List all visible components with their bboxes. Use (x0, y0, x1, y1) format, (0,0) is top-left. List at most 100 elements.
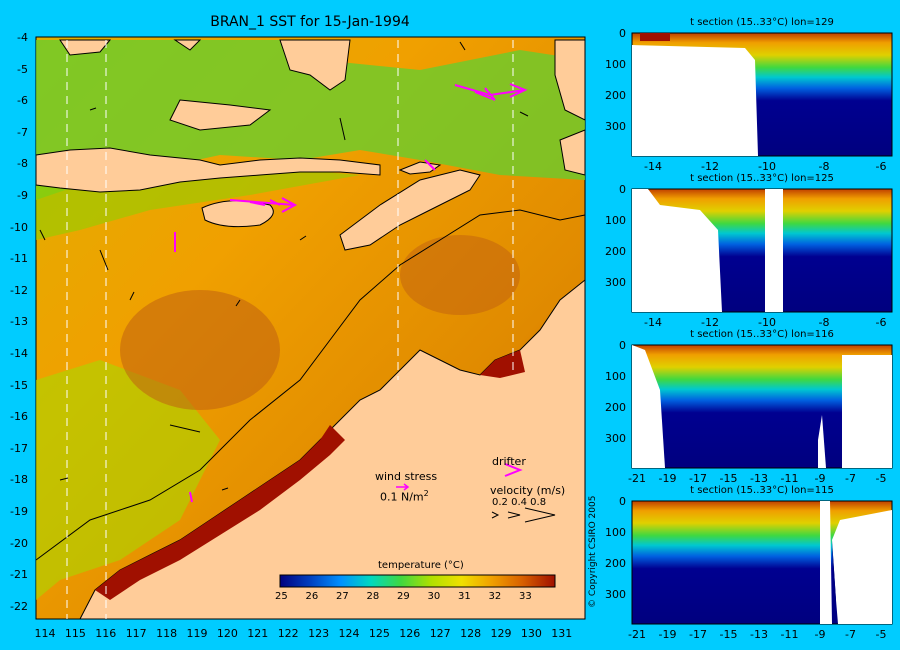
section-lat-label: -13 (750, 472, 768, 485)
lon-tick-label: 127 (429, 627, 451, 640)
lon-tick-label: 126 (399, 627, 421, 640)
section-lat-label: -14 (644, 160, 662, 173)
lat-tick-label: -9 (17, 189, 28, 202)
lon-tick-label: 123 (308, 627, 330, 640)
drifter-label: drifter (492, 455, 526, 468)
section-lat-label: -12 (701, 316, 719, 329)
section-depth-label: 300 (605, 588, 626, 601)
lat-tick-label: -10 (10, 220, 28, 234)
lon-tick-label: 128 (460, 627, 482, 640)
section-lat-label: -17 (689, 628, 707, 641)
section-depth-label: 300 (605, 432, 626, 445)
section-lat-label: -7 (845, 472, 856, 485)
section-lat-label: -7 (845, 628, 856, 641)
wind-stress-legend-icon (396, 483, 410, 491)
lat-tick-label: -7 (17, 125, 28, 139)
section-depth-label: 200 (605, 401, 626, 414)
lon-tick-label: 114 (34, 627, 56, 640)
section-lat-label: -17 (689, 472, 707, 485)
section-lat-label: -5 (875, 472, 887, 485)
section-lat-label: -8 (818, 160, 830, 173)
lon-tick-label: 129 (490, 627, 512, 640)
lat-tick-label: -19 (10, 505, 28, 518)
drifter-legend-icon (504, 463, 523, 477)
section-depth-label: 200 (605, 245, 626, 258)
section-lat-label: -11 (780, 628, 799, 641)
section-title: t section (15..33°C) lon=116 (690, 329, 834, 340)
lon-tick-label: 125 (368, 627, 390, 640)
colorbar (279, 574, 556, 588)
section-lat-label: -11 (780, 472, 799, 485)
section-lat-label: -10 (758, 316, 776, 329)
colorbar-tick-label: 29 (397, 591, 410, 602)
section-lat-label: -19 (658, 628, 677, 641)
section-lat-label: -9 (814, 472, 826, 485)
lat-tick-label: -21 (10, 568, 28, 582)
colorbar-tick-label: 31 (458, 591, 471, 602)
colorbar-tick-label: 28 (366, 591, 380, 602)
section-depth-label: 300 (605, 120, 626, 133)
section-depth-label: 0 (619, 27, 626, 40)
warm-coastal-water (95, 425, 345, 600)
warm-eddy (120, 290, 280, 410)
lon-tick-label: 122 (277, 627, 299, 640)
lon-tick-label: 131 (551, 627, 573, 640)
colorbar-tick-label: 27 (336, 591, 349, 602)
lat-tick-label: -16 (10, 410, 28, 424)
colorbar-tick-label: 33 (519, 591, 532, 602)
section-panel-lon115 (631, 500, 893, 625)
section-lat-label: -6 (875, 160, 887, 173)
lat-tick-label: -22 (10, 599, 28, 613)
section-depth-label: 0 (619, 183, 626, 196)
section-lat-label: -14 (644, 316, 662, 329)
section-depth-label: 100 (605, 526, 626, 539)
lon-tick-label: 121 (247, 627, 269, 640)
section-lat-label: -13 (750, 628, 768, 641)
section-lat-label: -12 (701, 160, 719, 173)
lat-tick-label: -14 (10, 347, 28, 360)
section-panel-lon129 (631, 32, 893, 157)
lat-tick-label: -8 (17, 157, 28, 171)
section-depth-label: 300 (605, 276, 626, 289)
lon-tick-label: 130 (520, 627, 542, 640)
section-lat-label: -15 (719, 628, 738, 641)
lon-tick-label: 120 (216, 627, 238, 640)
section-panel-lon116 (631, 344, 893, 469)
velocity-label: velocity (m/s) (490, 484, 566, 497)
lat-tick-label: -18 (10, 473, 28, 487)
timor-island (339, 169, 481, 251)
section-depth-label: 200 (605, 557, 626, 570)
colorbar-tick-label: 26 (305, 591, 319, 602)
wind-stress-label: wind stress (375, 470, 438, 483)
section-lat-label: -10 (758, 160, 776, 173)
section-lat-label: -5 (875, 628, 887, 641)
lat-tick-label: -6 (17, 94, 28, 108)
section-title: t section (15..33°C) lon=125 (690, 173, 834, 184)
map-title: BRAN_1 SST for 15-Jan-1994 (210, 14, 410, 30)
java-islands (35, 147, 381, 193)
drifter-tracks (174, 83, 528, 503)
lat-tick-label: -20 (10, 536, 28, 550)
section-depth-label: 0 (619, 495, 626, 508)
lon-tick-label: 116 (95, 627, 117, 640)
section-lat-label: -9 (814, 628, 826, 641)
lat-tick-label: -15 (10, 378, 28, 392)
section-depth-label: 100 (605, 214, 626, 227)
section-title: t section (15..33°C) lon=129 (690, 17, 834, 28)
section-lat-label: -21 (628, 628, 646, 641)
wind-stress-vectors (39, 41, 529, 491)
section-lat-label: -8 (818, 316, 830, 329)
velocity-values: 0.2 0.4 0.8 (492, 497, 547, 508)
sulawesi-south (279, 39, 351, 91)
lon-tick-label: 117 (125, 627, 147, 640)
section-lat-label: -21 (628, 472, 646, 485)
cool-water-west (36, 360, 220, 600)
lat-tick-label: -13 (10, 315, 28, 329)
colorbar-tick-label: 30 (427, 591, 441, 602)
velocity-legend-icons (491, 507, 556, 523)
colorbar-tick-label: 25 (275, 591, 288, 602)
lon-tick-label: 119 (186, 627, 208, 640)
lon-tick-label: 118 (156, 627, 178, 640)
lat-tick-label: -5 (17, 62, 28, 76)
